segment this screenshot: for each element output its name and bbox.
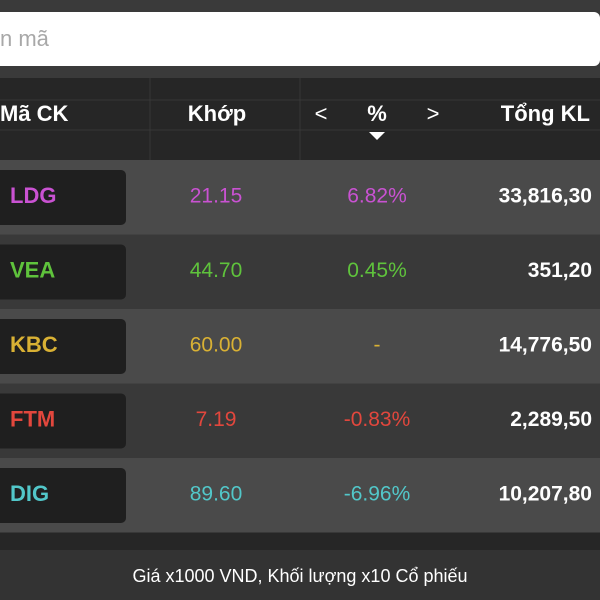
symbol-box <box>0 244 126 300</box>
rows: LDG 21.15 6.82% 33,816,30 VEA 44.70 0.45% 351,2… <box>0 160 600 533</box>
price: 89.60 <box>190 483 243 506</box>
price: 21.15 <box>190 185 243 208</box>
volume: 33,816,30 <box>499 185 592 208</box>
symbol: FTM <box>10 406 55 431</box>
sort-arrow <box>369 132 385 140</box>
price: 60.00 <box>190 334 243 357</box>
header-price: Khớp <box>188 101 246 126</box>
symbol: DIG <box>10 481 49 506</box>
search-placeholder: n mã <box>0 26 50 51</box>
header-symbol: Mã CK <box>0 101 69 126</box>
header-next[interactable]: > <box>427 101 440 126</box>
volume: 14,776,50 <box>499 334 592 357</box>
background-chart <box>0 78 600 160</box>
symbol-box <box>0 170 126 225</box>
symbol: LDG <box>10 183 56 208</box>
symbol: KBC <box>10 332 58 357</box>
change: 0.45% <box>347 259 407 282</box>
change: - <box>374 334 381 357</box>
price: 44.70 <box>190 259 243 282</box>
header-prev[interactable]: < <box>315 101 328 126</box>
header-percent[interactable]: % <box>367 101 387 126</box>
change: -0.83% <box>344 408 411 431</box>
search-box[interactable] <box>0 12 600 66</box>
change: 6.82% <box>347 185 407 208</box>
footer-note: Giá x1000 VND, Khối lượng x10 Cổ phiếu <box>132 566 467 586</box>
symbol-box <box>0 468 126 523</box>
symbol-box <box>0 319 126 374</box>
symbol-box <box>0 393 126 449</box>
volume: 2,289,50 <box>510 408 592 431</box>
symbol: VEA <box>10 257 55 282</box>
footer-bar <box>0 550 600 600</box>
change: -6.96% <box>344 483 411 506</box>
volume: 351,20 <box>528 259 592 282</box>
price: 7.19 <box>196 408 237 431</box>
header-volume: Tổng KL <box>501 101 590 126</box>
volume: 10,207,80 <box>499 483 592 506</box>
